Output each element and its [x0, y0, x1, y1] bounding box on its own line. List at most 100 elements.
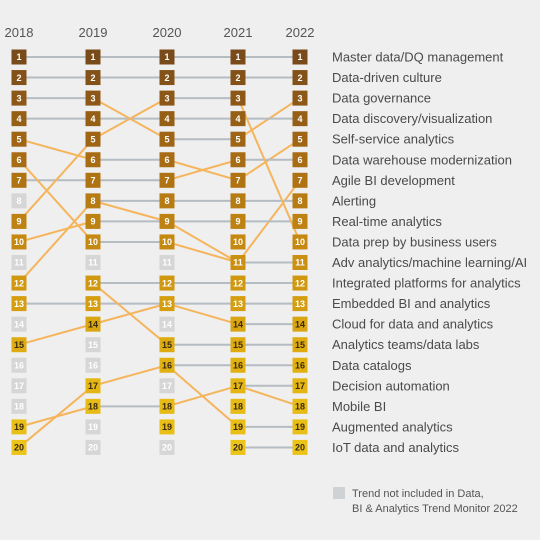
rank-number: 12: [88, 278, 98, 288]
trend-line-11-seg-1: [18, 200, 94, 284]
rank-number: 9: [90, 217, 95, 227]
trend-line-19-seg-2: [92, 364, 168, 387]
rank-number: 16: [162, 360, 172, 370]
trend-line-18-seg-4: [237, 384, 301, 408]
trend-label-14: Cloud for data and analytics: [332, 317, 494, 332]
rank-box-2022-6: 6: [292, 152, 308, 168]
rank-number: 12: [14, 278, 24, 288]
rank-number: 8: [297, 196, 302, 206]
year-headers: 2018 2019 2020 2021 2022: [5, 25, 315, 40]
rank-box-2022-20: 20: [292, 439, 308, 455]
rank-box-2020-2: 2: [159, 70, 175, 86]
rank-number: 7: [297, 176, 302, 186]
trend-label-10: Data prep by business users: [332, 234, 497, 249]
rank-box-2018-9: 9: [11, 213, 27, 229]
rank-number: 3: [235, 93, 240, 103]
rank-number: 15: [162, 340, 172, 350]
rank-box-2021-11: 11: [230, 255, 246, 270]
rank-box-2021-8: 8: [230, 193, 246, 209]
rank-box-2020-5: 5: [159, 131, 175, 147]
rank-box-2021-12: 12: [230, 275, 246, 291]
rank-number: 20: [14, 443, 24, 453]
trend-label-11: Adv analytics/machine learning/AI: [332, 255, 527, 270]
rank-number: 2: [235, 73, 240, 83]
rank-box-2019-13: 13: [85, 296, 101, 312]
trend-label-5: Self-service analytics: [332, 132, 455, 147]
rank-number: 1: [90, 52, 95, 62]
rank-number: 11: [162, 258, 172, 268]
rank-box-2018-2: 2: [11, 70, 27, 86]
trend-label-16: Data catalogs: [332, 358, 412, 373]
rank-box-2021-5: 5: [230, 131, 246, 147]
rank-box-2019-4: 4: [85, 111, 101, 127]
trend-label-9: Real-time analytics: [332, 214, 442, 229]
rank-number: 2: [16, 73, 21, 83]
rank-box-2021-13: 13: [230, 296, 246, 312]
rank-box-2018-18: 18: [11, 398, 27, 414]
rank-number: 2: [297, 73, 302, 83]
rank-number: 5: [235, 134, 240, 144]
rank-number: 12: [233, 278, 243, 288]
trend-line-15-seg-2: [92, 282, 168, 346]
rank-box-2020-10: 10: [159, 234, 175, 250]
rank-number: 19: [233, 422, 243, 432]
rank-number: 17: [14, 381, 24, 391]
rank-box-2021-14: 14: [230, 316, 246, 332]
rank-number: 8: [164, 196, 169, 206]
rank-box-2021-10: 10: [230, 234, 246, 250]
rank-number: 3: [297, 93, 302, 103]
trend-line-11-seg-2: [92, 199, 168, 223]
rank-box-2020-3: 3: [159, 90, 175, 106]
rank-number: 19: [14, 422, 24, 432]
rank-number: 9: [16, 217, 21, 227]
rank-box-2021-7: 7: [230, 172, 246, 188]
rank-number: 17: [233, 381, 243, 391]
trend-line-14-seg-1: [18, 323, 94, 346]
rank-number: 17: [295, 381, 305, 391]
rank-number: 14: [233, 319, 243, 329]
rank-number: 12: [162, 278, 172, 288]
legend: Trend not included in Data, BI & Analyti…: [333, 487, 518, 515]
rank-box-2018-19: 19: [11, 419, 27, 435]
rank-box-2020-4: 4: [159, 111, 175, 127]
rank-box-2022-1: 1: [292, 49, 308, 65]
rank-box-2022-14: 14: [292, 316, 308, 332]
rank-number: 14: [162, 319, 172, 329]
rank-box-2022-13: 13: [292, 296, 308, 312]
rank-number: 6: [164, 155, 169, 165]
trend-line-11-seg-3: [166, 220, 239, 264]
rank-box-2021-16: 16: [230, 357, 246, 373]
rank-box-2018-3: 3: [11, 90, 27, 106]
rank-number: 18: [295, 402, 305, 412]
rank-box-2018-1: 1: [11, 49, 27, 65]
rank-box-2022-4: 4: [292, 111, 308, 127]
rank-box-2022-10: 10: [292, 234, 308, 250]
trend-line-7-seg-3: [166, 240, 239, 264]
rank-number: 10: [14, 237, 24, 247]
rank-box-2019-16: 16: [85, 357, 101, 373]
rank-number: 2: [164, 73, 169, 83]
rank-number: 18: [162, 402, 172, 412]
rank-number: 7: [235, 176, 240, 186]
rank-box-2018-10: 10: [11, 234, 27, 250]
trend-labels: Master data/DQ management Data-driven cul…: [332, 50, 527, 455]
rank-number: 20: [162, 443, 172, 453]
rank-box-2020-9: 9: [159, 213, 175, 229]
rank-box-2021-3: 3: [230, 90, 246, 106]
rank-number: 19: [88, 422, 98, 432]
rank-box-2020-16: 16: [159, 357, 175, 373]
rank-box-2021-20: 20: [230, 439, 246, 455]
rank-number: 15: [14, 340, 24, 350]
rank-number: 3: [164, 93, 169, 103]
rank-box-2021-9: 9: [230, 213, 246, 229]
trend-label-12: Integrated platforms for analytics: [332, 276, 521, 291]
rank-number: 5: [16, 134, 21, 144]
rank-number: 16: [14, 360, 24, 370]
rank-box-2022-2: 2: [292, 70, 308, 86]
rank-number: 18: [14, 402, 24, 412]
rank-box-2022-18: 18: [292, 398, 308, 414]
trend-label-3: Data governance: [332, 91, 431, 106]
trend-line-9-seg-1: [18, 220, 94, 243]
rank-number: 15: [88, 340, 98, 350]
